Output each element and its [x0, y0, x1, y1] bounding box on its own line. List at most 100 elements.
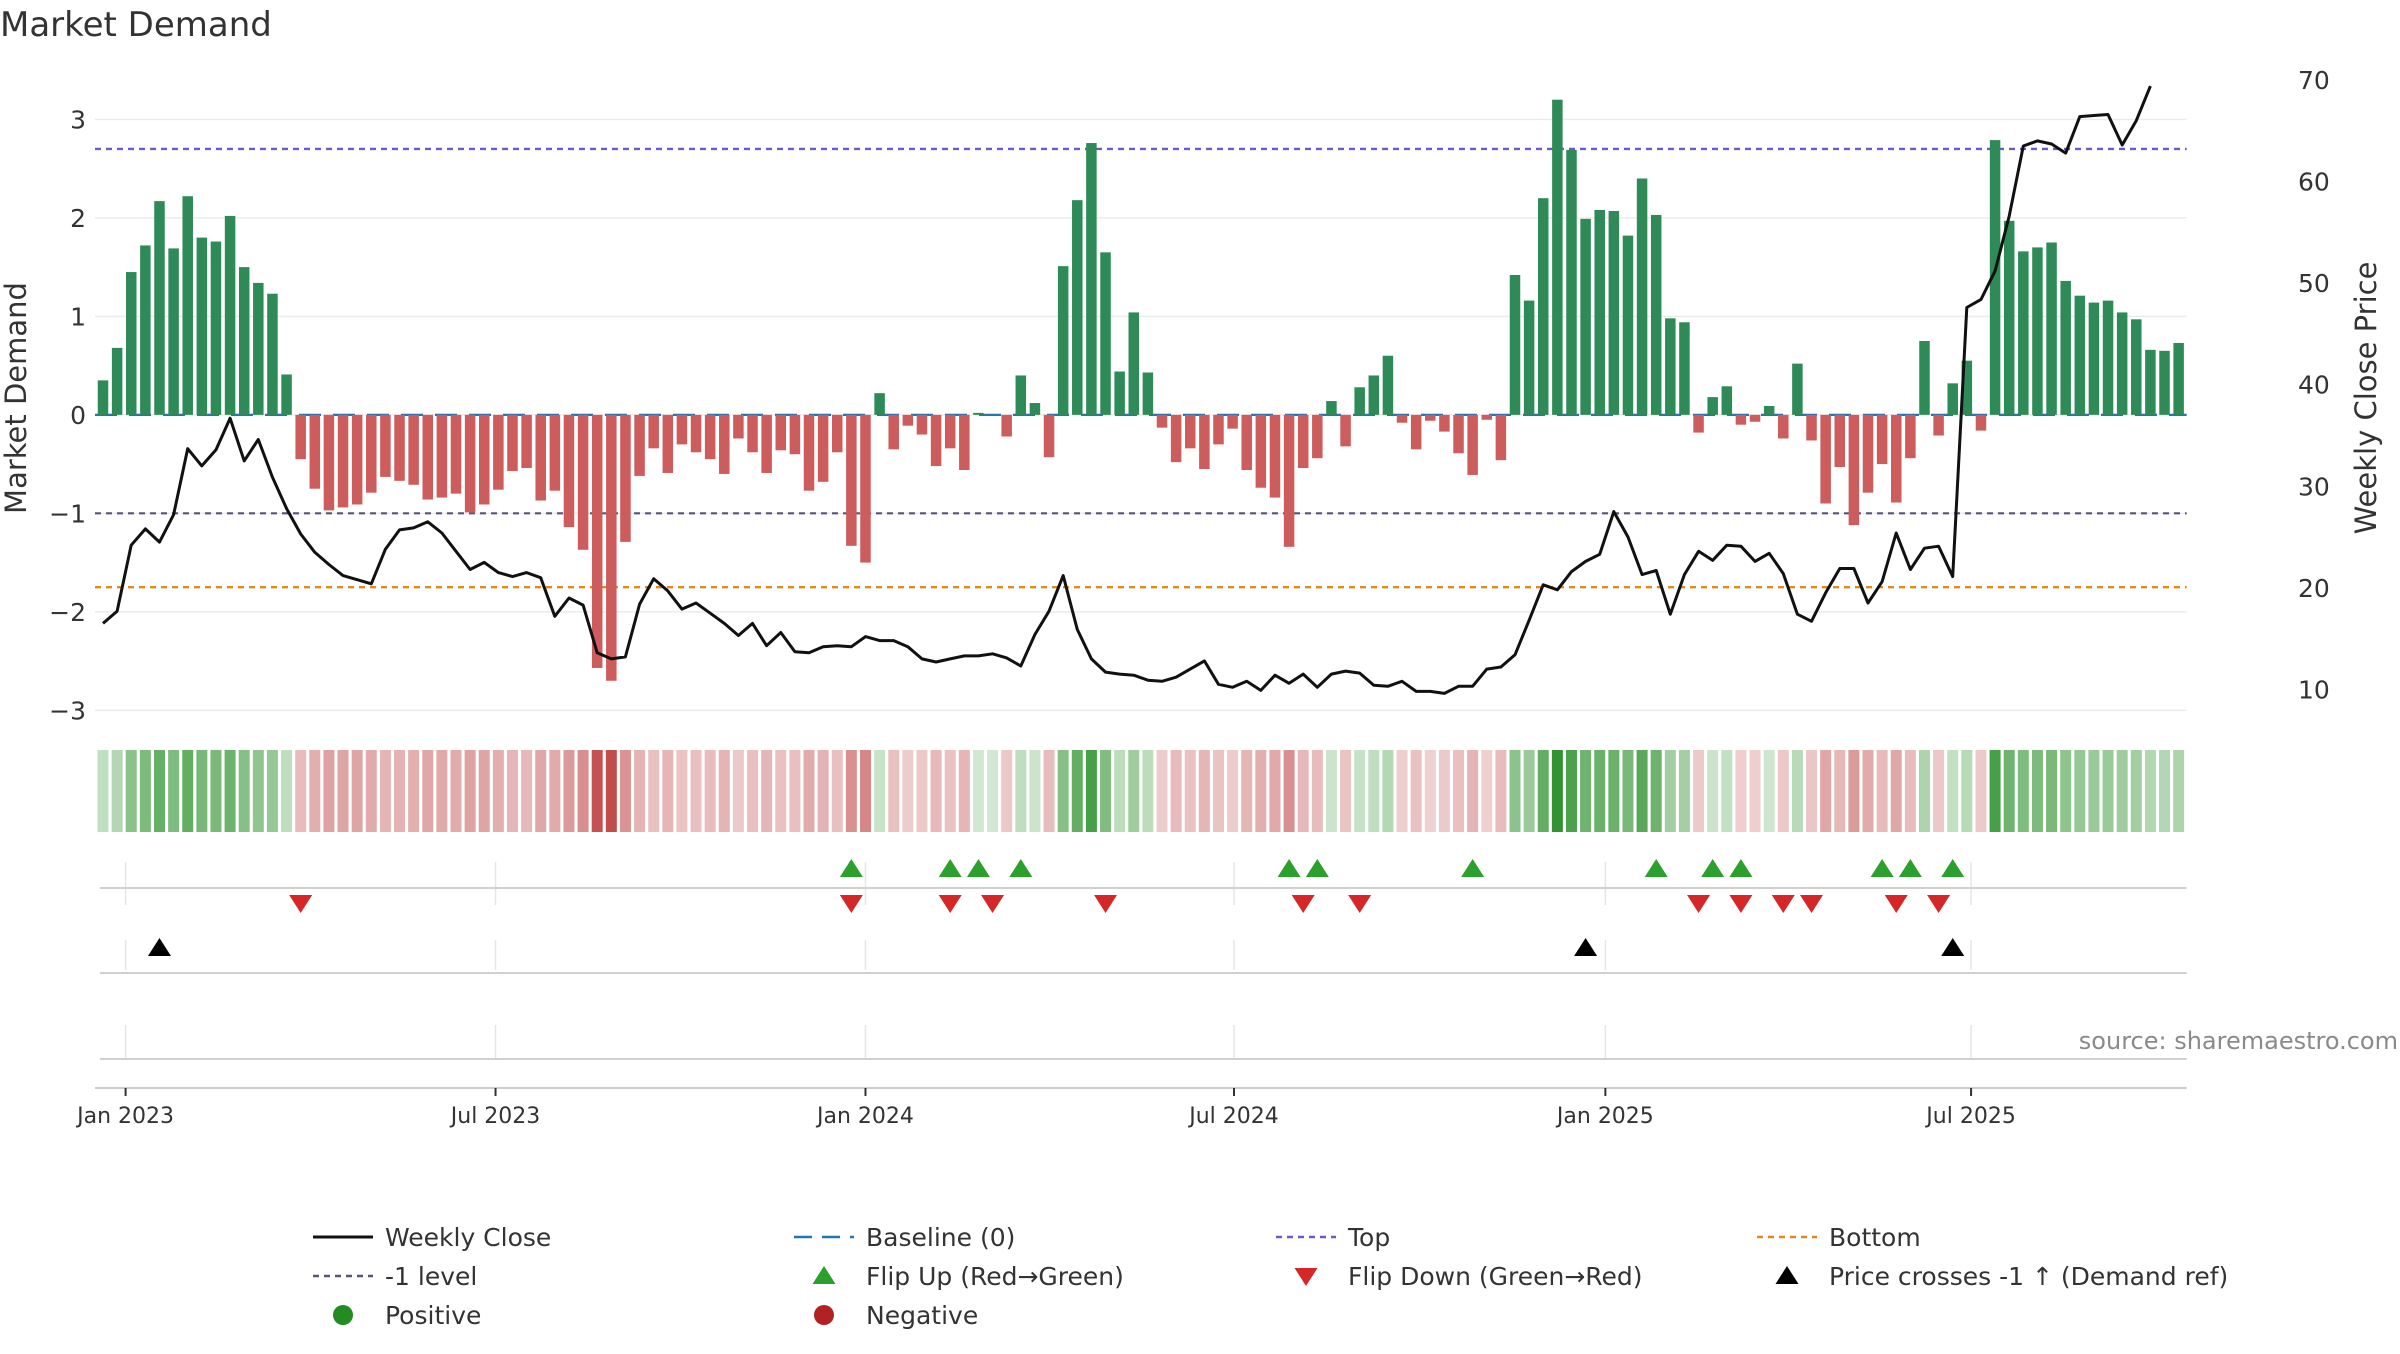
positive-demand-bar — [1142, 372, 1154, 415]
negative-demand-bar — [634, 414, 645, 476]
positive-demand-bar — [1622, 235, 1634, 415]
x-tick-label: Jan 2023 — [75, 1104, 174, 1129]
source-credit: source: sharemaestro.com — [2079, 1027, 2398, 1055]
negative-demand-bar — [1297, 414, 1309, 469]
flip-up-marker — [1898, 859, 1922, 877]
heat-cell — [859, 750, 871, 832]
heat-cell — [111, 750, 123, 832]
legend-item: Negative — [814, 1301, 978, 1330]
heat-cell — [1918, 750, 1930, 832]
heat-cell — [1523, 750, 1535, 832]
heat-cell — [168, 750, 180, 832]
heat-cell — [619, 750, 631, 832]
heat-cell — [690, 750, 702, 832]
positive-demand-bar — [2159, 350, 2170, 415]
heat-cell — [1438, 750, 1450, 832]
heat-cell — [1354, 750, 1366, 832]
legend-swatch — [1294, 1268, 1318, 1286]
heat-cell — [1311, 750, 1323, 832]
negative-demand-bar — [1890, 414, 1902, 503]
heat-cell — [1763, 750, 1775, 832]
flip-up-marker — [1277, 859, 1301, 877]
positive-demand-bar — [2116, 312, 2128, 415]
negative-demand-bar — [1410, 414, 1422, 450]
flip-up-marker — [1941, 859, 1965, 877]
legend-swatch — [1775, 1266, 1799, 1284]
negative-demand-bar — [817, 414, 829, 482]
heat-cell — [1777, 750, 1789, 832]
legend-label: Negative — [866, 1301, 978, 1330]
negative-demand-bar — [1241, 414, 1252, 470]
negative-demand-bar — [422, 414, 434, 500]
x-tick-label: Jan 2024 — [815, 1104, 914, 1129]
negative-demand-bar — [366, 414, 377, 493]
heat-cell — [1269, 750, 1281, 832]
heat-cell — [972, 750, 984, 832]
negative-demand-bar — [888, 414, 899, 450]
negative-demand-bar — [464, 414, 476, 513]
positive-demand-bar — [1636, 178, 1648, 415]
positive-demand-bar — [1721, 386, 1733, 415]
heat-cell — [718, 750, 730, 832]
positive-demand-bar — [210, 241, 222, 415]
positive-demand-bar — [224, 215, 236, 415]
negative-demand-bar — [394, 414, 405, 481]
x-tick-label: Jul 2023 — [449, 1104, 541, 1129]
negative-demand-bar — [1806, 414, 1817, 441]
positive-demand-bar — [267, 293, 278, 415]
left-tick-label: 2 — [70, 204, 86, 233]
negative-demand-bar — [1933, 414, 1944, 436]
heat-cell — [1410, 750, 1422, 832]
heat-cell — [1791, 750, 1803, 832]
positive-demand-bar — [154, 201, 165, 415]
positive-demand-bar — [253, 282, 264, 415]
heat-cell — [1551, 750, 1563, 832]
negative-demand-bar — [1749, 414, 1761, 422]
positive-demand-bar — [1100, 252, 1111, 415]
flip-down-marker — [1348, 895, 1372, 913]
heat-cell — [1721, 750, 1733, 832]
heat-cell — [761, 750, 773, 832]
heat-cell — [281, 750, 293, 832]
heat-cell — [1565, 750, 1577, 832]
heat-cell — [394, 750, 406, 832]
legend-label: Price crosses -1 ↑ (Demand ref) — [1829, 1262, 2228, 1291]
negative-demand-bar — [478, 414, 490, 505]
negative-demand-bar — [408, 414, 419, 485]
heat-cell — [422, 750, 434, 832]
negative-demand-bar — [1255, 414, 1267, 488]
negative-demand-bar — [1453, 414, 1464, 454]
legend-label: Top — [1347, 1223, 1390, 1252]
positive-demand-bar — [2032, 247, 2043, 415]
heat-cell — [1057, 750, 1069, 832]
heat-cell — [1890, 750, 1902, 832]
negative-demand-bar — [450, 414, 462, 494]
negative-demand-bar — [761, 414, 772, 473]
heat-cell — [1735, 750, 1747, 832]
negative-demand-bar — [549, 414, 561, 491]
flip-markers-panel — [100, 859, 2187, 913]
left-tick-label: 0 — [70, 401, 86, 430]
positive-demand-bar — [987, 414, 998, 416]
heat-cell — [2074, 750, 2086, 832]
positive-demand-bar — [238, 267, 250, 415]
heat-cell — [2046, 750, 2058, 832]
negative-demand-bar — [1439, 414, 1450, 432]
heat-cell — [1608, 750, 1620, 832]
negative-demand-bar — [1396, 414, 1408, 423]
flip-down-marker — [289, 895, 313, 913]
negative-demand-bar — [577, 414, 589, 550]
positive-demand-bar — [1382, 355, 1394, 415]
positive-demand-bar — [874, 393, 885, 415]
negative-demand-bar — [295, 414, 306, 460]
heat-cell — [902, 750, 914, 832]
flip-up-marker — [1701, 859, 1725, 877]
legend: Weekly Close Baseline (0) Top Bottom -1 leve… — [313, 1223, 2228, 1330]
legend-item: Baseline (0) — [794, 1223, 1015, 1252]
negative-demand-bar — [1425, 414, 1436, 421]
heat-cell — [1100, 750, 1112, 832]
heat-cell — [1255, 750, 1267, 832]
negative-demand-bar — [337, 414, 349, 508]
heat-cell — [1650, 750, 1662, 832]
flip-down-marker — [1927, 895, 1951, 913]
